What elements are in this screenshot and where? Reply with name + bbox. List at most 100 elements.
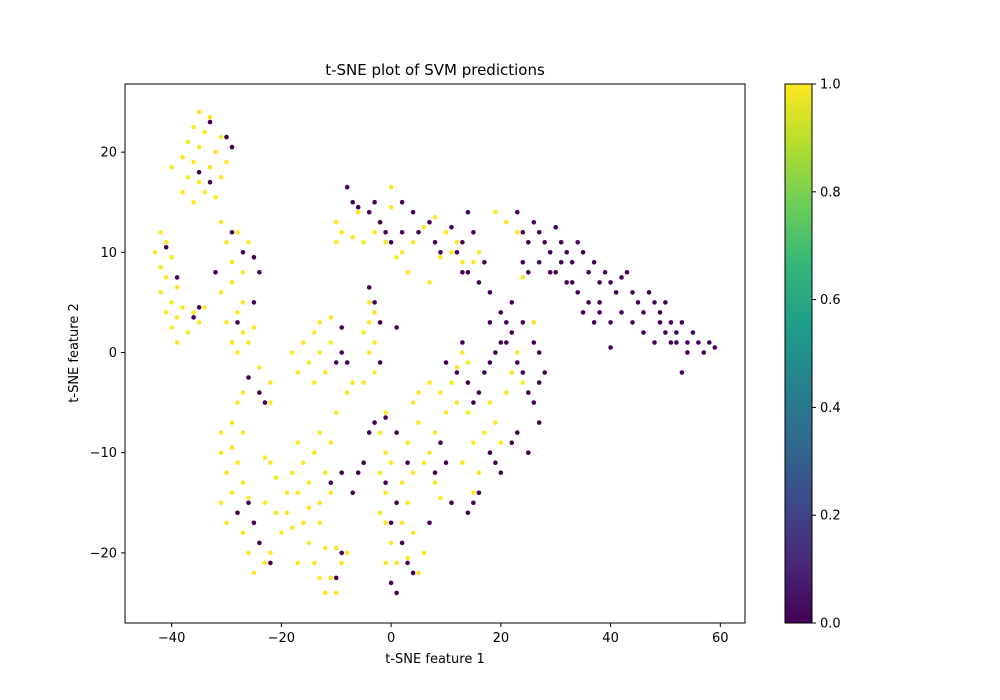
data-point-class-1: [504, 220, 509, 225]
data-point-class-1: [333, 220, 339, 225]
colorbar-tick-label: 0.0: [820, 617, 841, 632]
data-point-class-1: [180, 189, 185, 195]
colorbar-tick-label: 0.4: [820, 401, 841, 416]
data-point-class-1: [185, 139, 191, 145]
data-point-class-1: [185, 174, 191, 180]
data-point-class-1: [498, 440, 504, 446]
data-point-class-0: [597, 300, 602, 305]
data-point-class-1: [504, 390, 509, 395]
data-point-class-0: [646, 290, 652, 295]
data-point-class-1: [454, 400, 460, 405]
data-point-class-1: [443, 410, 449, 415]
data-point-class-1: [339, 560, 345, 566]
data-point-class-1: [240, 480, 246, 486]
data-point-class-0: [690, 330, 696, 335]
x-tick-label: 60: [712, 631, 729, 646]
data-point-class-1: [323, 470, 328, 476]
data-point-class-0: [350, 199, 356, 205]
x-tick-label: 20: [493, 631, 510, 646]
data-point-class-0: [493, 350, 498, 355]
data-point-class-0: [471, 400, 476, 405]
data-point-class-1: [383, 490, 388, 496]
data-point-class-1: [301, 340, 306, 345]
data-point-class-1: [229, 420, 235, 425]
data-point-class-1: [372, 230, 377, 235]
data-point-class-1: [361, 240, 367, 245]
data-point-class-0: [679, 320, 685, 325]
data-point-class-0: [536, 350, 542, 355]
data-point-class-0: [536, 260, 542, 265]
colorbar-tick-label: 0.2: [820, 509, 841, 524]
data-point-class-1: [240, 390, 246, 395]
data-point-class-0: [438, 250, 443, 255]
data-point-class-1: [196, 144, 202, 150]
data-point-class-1: [235, 230, 240, 235]
data-point-class-0: [366, 209, 372, 215]
colorbar-ticks: 0.0 0.2 0.4 0.6 0.8 1.0: [812, 78, 841, 632]
data-point-class-0: [251, 254, 257, 260]
data-point-class-1: [169, 164, 174, 170]
data-point-class-1: [405, 270, 410, 275]
data-point-class-0: [696, 340, 701, 345]
data-point-class-0: [394, 430, 399, 435]
data-point-class-0: [624, 270, 630, 275]
data-point-class-0: [591, 260, 597, 265]
data-point-class-1: [312, 330, 317, 335]
data-point-class-1: [482, 430, 487, 435]
colorbar-gradient: [784, 83, 813, 624]
data-point-class-1: [493, 209, 498, 215]
data-point-class-1: [427, 380, 432, 385]
data-point-class-1: [163, 275, 169, 280]
data-point-class-0: [520, 370, 526, 375]
data-point-class-0: [657, 310, 663, 315]
data-point-class-0: [487, 290, 493, 295]
data-point-class-0: [394, 325, 399, 330]
data-point-class-0: [553, 225, 558, 230]
data-point-class-1: [273, 475, 279, 481]
data-point-class-1: [235, 350, 240, 355]
data-point-class-0: [493, 460, 498, 466]
data-point-class-0: [339, 350, 345, 355]
data-point-class-1: [312, 450, 317, 456]
data-point-class-0: [569, 260, 575, 265]
data-point-class-0: [268, 560, 273, 566]
data-point-class-1: [416, 570, 421, 576]
data-point-class-1: [240, 300, 246, 305]
data-point-class-1: [158, 230, 163, 235]
data-point-class-0: [575, 240, 580, 245]
data-point-class-0: [476, 490, 482, 496]
data-point-class-0: [509, 300, 515, 305]
data-point-class-0: [460, 340, 465, 345]
data-point-class-1: [207, 164, 213, 170]
data-point-class-0: [558, 260, 564, 265]
data-point-class-0: [229, 230, 235, 235]
data-point-class-0: [471, 230, 476, 235]
data-point-class-0: [586, 300, 591, 305]
data-point-class-1: [355, 209, 361, 215]
data-point-class-0: [520, 260, 526, 265]
data-point-class-1: [235, 310, 240, 315]
data-point-class-0: [405, 460, 410, 466]
data-point-class-0: [564, 280, 569, 285]
data-point-class-1: [383, 450, 388, 456]
data-point-class-0: [536, 420, 542, 425]
data-point-class-1: [295, 370, 301, 375]
data-point-class-0: [558, 240, 564, 245]
data-point-class-0: [547, 250, 553, 255]
data-point-class-0: [630, 320, 635, 325]
data-point-class-1: [405, 440, 410, 446]
data-point-class-1: [240, 430, 246, 435]
data-point-class-1: [268, 380, 273, 385]
data-point-class-1: [416, 420, 421, 425]
data-point-class-0: [580, 250, 586, 255]
data-point-class-0: [641, 330, 646, 335]
data-point-class-1: [224, 520, 229, 526]
data-point-class-1: [361, 380, 367, 385]
data-point-class-1: [421, 460, 427, 466]
data-point-class-1: [284, 510, 290, 516]
data-point-class-0: [235, 320, 240, 325]
data-point-class-0: [339, 550, 345, 556]
data-point-class-0: [240, 250, 246, 255]
data-point-class-0: [174, 275, 180, 280]
data-point-class-1: [438, 254, 443, 260]
